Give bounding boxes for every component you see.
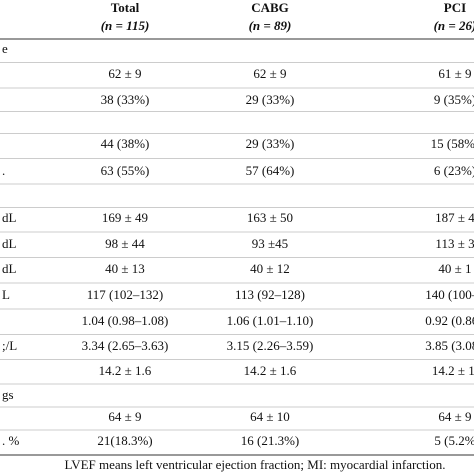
column-title: PCI <box>444 0 466 15</box>
cell: 98 ± 44 <box>105 236 145 251</box>
cell: 169 ± 49 <box>102 210 148 225</box>
cell: 14.2 ± 1.6 <box>244 363 297 378</box>
cell: 29 (33%) <box>246 92 295 107</box>
cell: 14.2 ± 1.6 <box>99 363 152 378</box>
cell: 163 ± 50 <box>247 210 293 225</box>
cell: 3.15 (2.26–3.59) <box>227 338 314 353</box>
cell: 1.06 (1.01–1.10) <box>227 313 314 328</box>
row-label: dL <box>2 210 17 225</box>
cell: 113 ± 3 <box>435 236 474 251</box>
cell: 3.34 (2.65–3.63) <box>82 338 169 353</box>
cell: 40 ± 13 <box>105 261 145 276</box>
row-label: dL <box>2 261 17 276</box>
cell: 14.2 ± 1. <box>432 363 474 378</box>
cell: 61 ± 9 <box>438 66 471 81</box>
column-n: (n = 115) <box>101 18 150 33</box>
cell: 64 ± 9 <box>108 409 141 424</box>
cell: 64 ± 10 <box>250 409 290 424</box>
cell: 44 (38%) <box>101 136 150 151</box>
cell: 117 (102–132) <box>87 287 163 302</box>
row-label: . % <box>2 433 20 448</box>
row-label: L <box>2 287 10 302</box>
cell: 63 (55%) <box>101 163 150 178</box>
row-label: gs <box>2 387 14 402</box>
row-label: . <box>2 163 5 178</box>
cell: 3.85 (3.08– <box>425 338 474 353</box>
cell: 21(18.3%) <box>97 433 152 448</box>
row-label: ;/L <box>2 338 17 353</box>
cell: 16 (21.3%) <box>241 433 300 448</box>
column-n: (n = 26) <box>434 18 474 33</box>
cell: 140 (100–1 <box>425 287 474 302</box>
cell: 0.92 (0.86– <box>425 313 474 328</box>
cell: 9 (35%) <box>434 92 474 107</box>
cell: 1.04 (0.98–1.08) <box>82 313 169 328</box>
cell: 40 ± 1 <box>438 261 471 276</box>
cell: 62 ± 9 <box>108 66 141 81</box>
cell: 62 ± 9 <box>253 66 286 81</box>
cell: 40 ± 12 <box>250 261 290 276</box>
cell: 57 (64%) <box>246 163 295 178</box>
cell: 29 (33%) <box>246 136 295 151</box>
footnote: LVEF means left ventricular ejection fra… <box>64 457 445 472</box>
cell: 15 (58%) <box>431 136 474 151</box>
row-label: e <box>2 41 8 56</box>
cell: 38 (33%) <box>101 92 150 107</box>
cell: 113 (92–128) <box>235 287 305 302</box>
cell: 6 (23%) <box>434 163 474 178</box>
column-title: Total <box>111 0 140 15</box>
column-n: (n = 89) <box>249 18 292 33</box>
cell: 5 (5.2% <box>434 433 474 448</box>
cell: 64 ± 9 <box>438 409 471 424</box>
cell: 93 ±45 <box>252 236 288 251</box>
column-title: CABG <box>251 0 289 15</box>
cell: 187 ± 4 <box>435 210 474 225</box>
row-label: dL <box>2 236 17 251</box>
